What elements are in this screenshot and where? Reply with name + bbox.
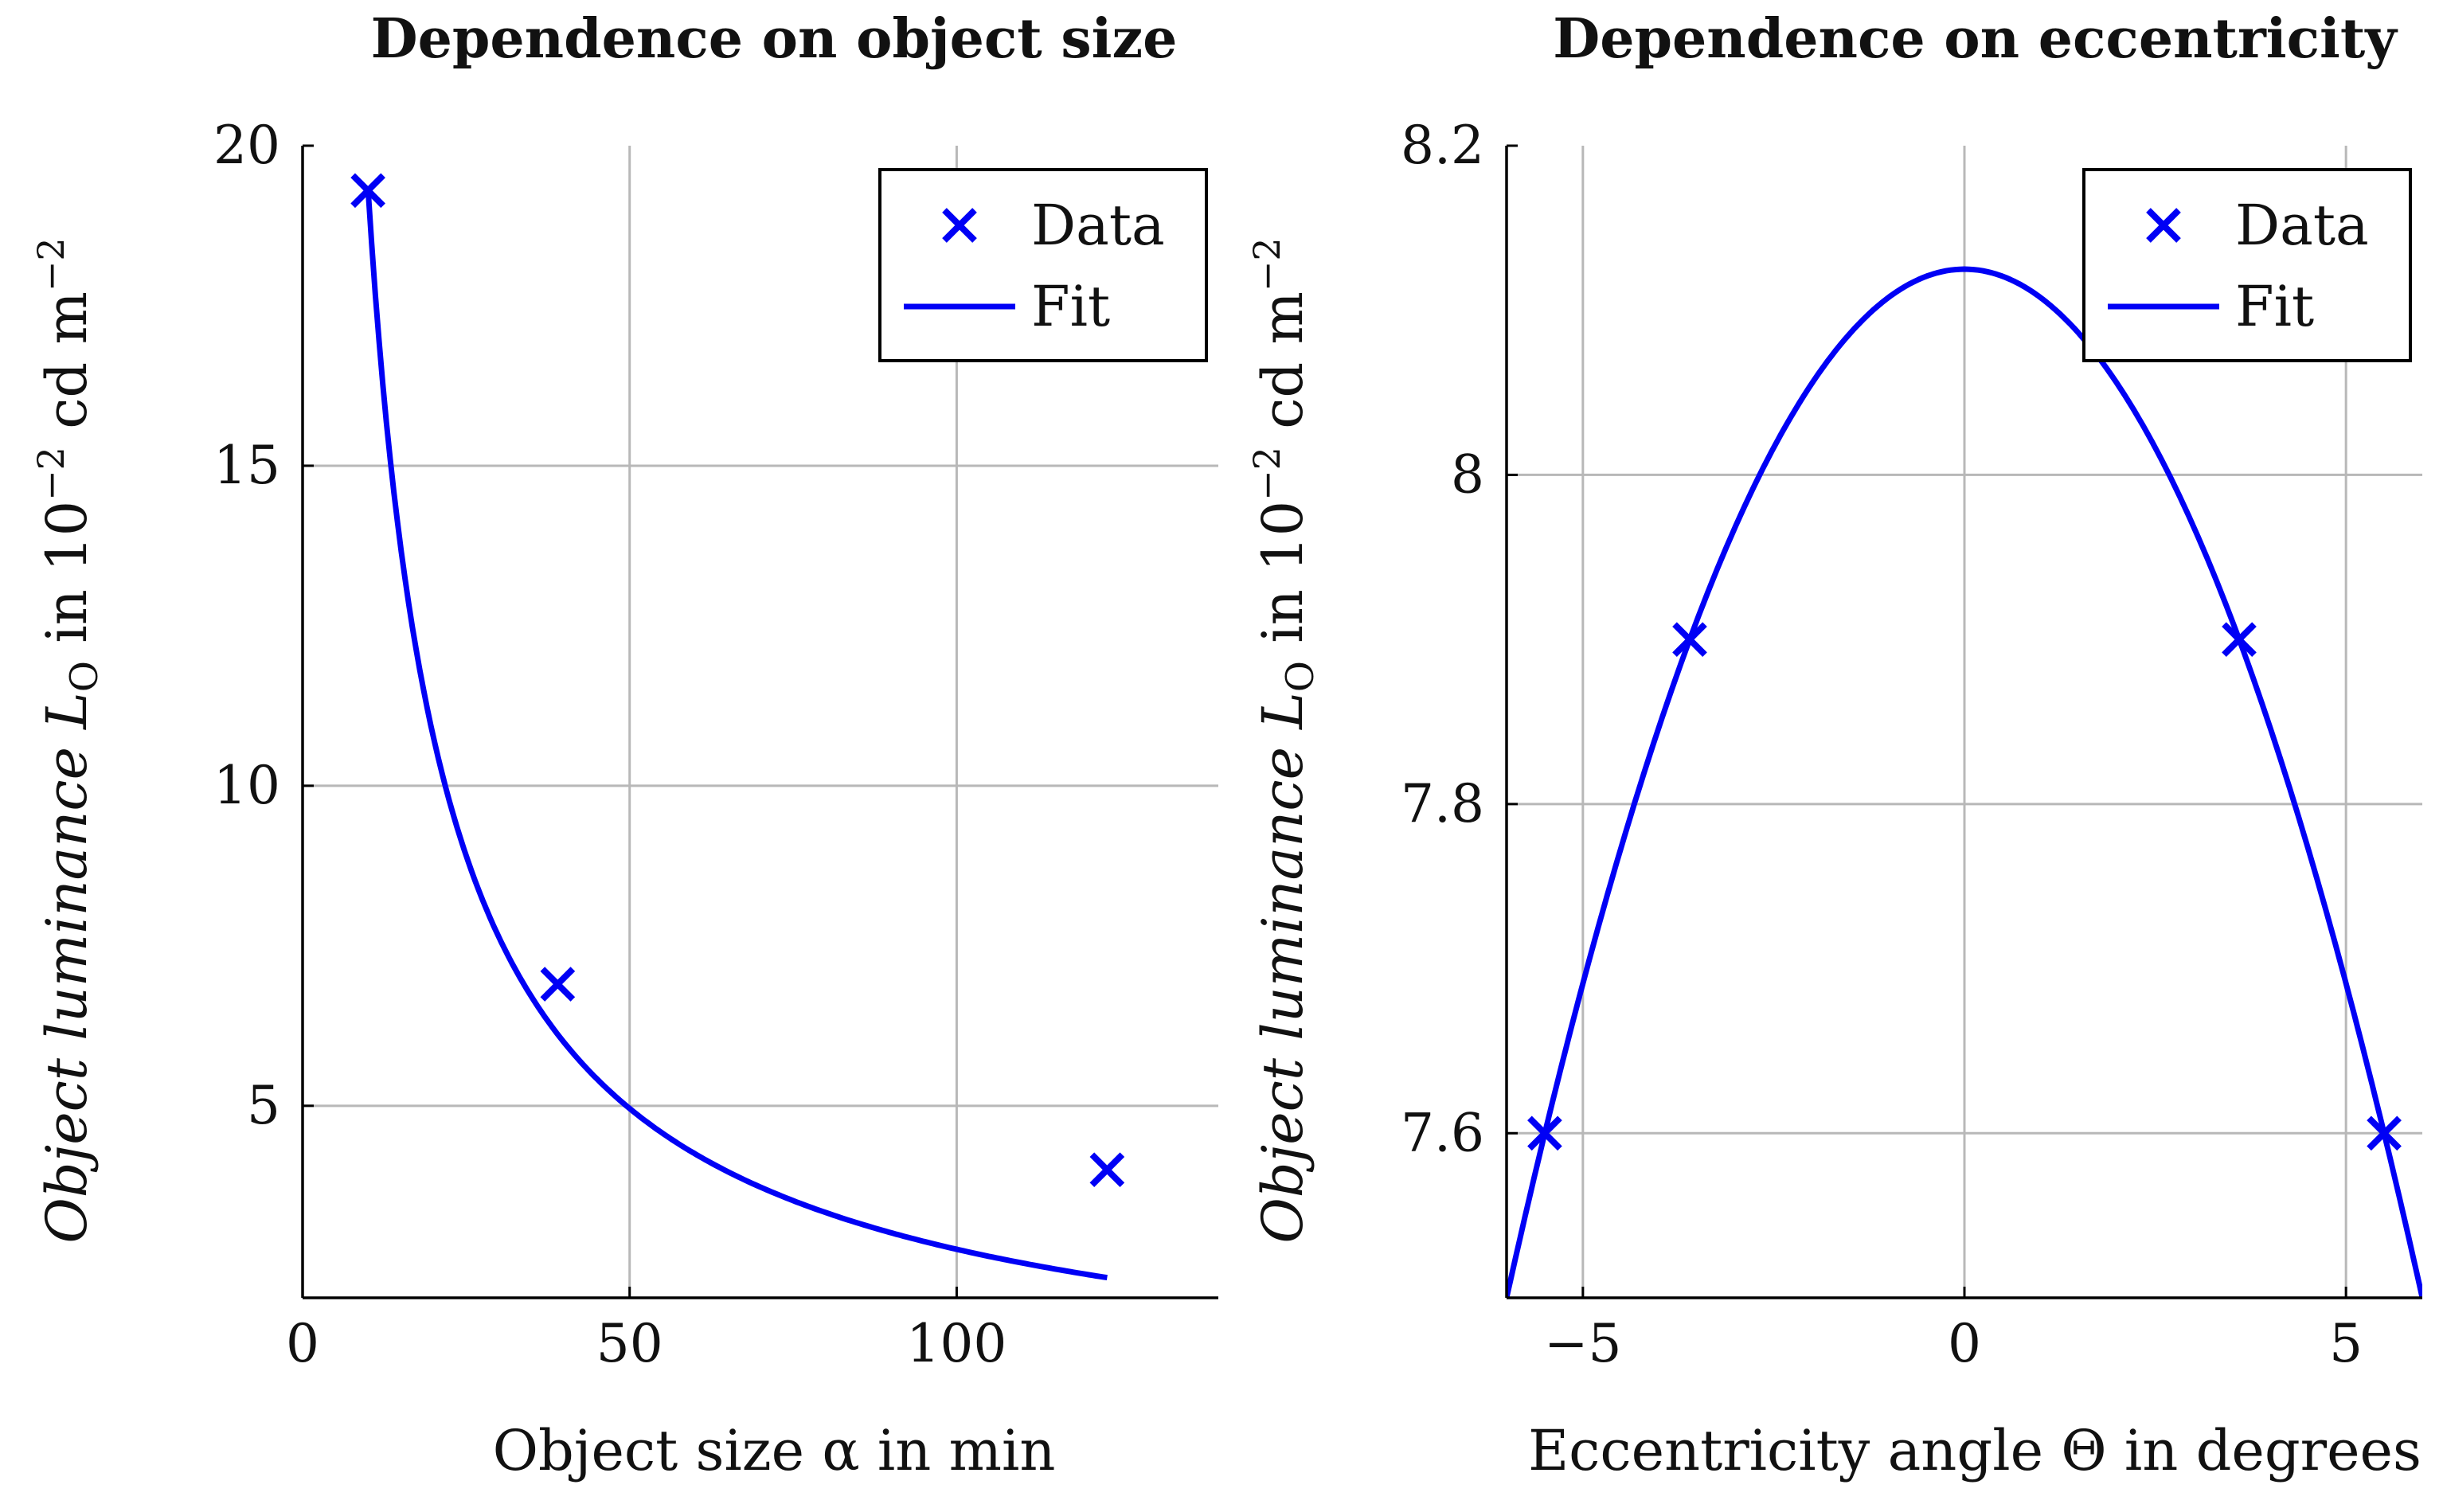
data-point: [1089, 1152, 1125, 1188]
legend: Data Fit: [878, 168, 1208, 362]
y-tick-label: 7.6: [1401, 1102, 1484, 1163]
legend-label-fit: Fit: [2235, 274, 2314, 339]
axes: [301, 144, 1218, 1299]
data-point: [2367, 1115, 2402, 1151]
x-axis-label: Object size α in min: [493, 1418, 1056, 1483]
x-tick-label: 100: [906, 1313, 1007, 1374]
fit-line: [1507, 266, 2422, 1298]
y-axis-label: Object luminance LO in 10−2 cd m−2: [1245, 237, 1323, 1243]
y-tick-label: 20: [213, 115, 280, 176]
legend-box: [878, 168, 1208, 362]
y-tick-label: 15: [213, 435, 280, 496]
legend-label-data: Data: [2235, 193, 2369, 258]
x-tick-label: 0: [1948, 1313, 1981, 1374]
y-tick-label: 7.8: [1401, 773, 1484, 834]
x-tick-label: 5: [2329, 1313, 2363, 1374]
chart-eccentricity: Dependence on eccentricity −5 0 5 7.6 7.8 8 8.…: [1245, 7, 2422, 1483]
x-tick-label: −5: [1544, 1313, 1621, 1374]
legend-box: [2082, 168, 2412, 362]
y-tick-label: 10: [213, 755, 280, 816]
data-point: [2222, 622, 2257, 657]
y-tick-label: 8.2: [1401, 115, 1484, 176]
y-tick-label: 5: [247, 1075, 280, 1136]
fit-line: [365, 187, 1108, 1281]
x-tick-label: 50: [596, 1313, 663, 1374]
axes: [1505, 144, 2422, 1299]
y-tick-label: 8: [1451, 443, 1484, 505]
data-point: [1527, 1115, 1562, 1151]
x-axis-label: Eccentricity angle Θ in degrees: [1528, 1418, 2422, 1483]
legend-data-marker: [942, 208, 977, 243]
data-point: [1672, 622, 1707, 657]
tick-labels: 0 50 100 5 10 15 20: [213, 115, 1007, 1374]
tick-labels: −5 0 5 7.6 7.8 8 8.2: [1401, 115, 2363, 1374]
legend-data-marker: [2146, 208, 2181, 243]
series-group: [1507, 266, 2422, 1298]
y-axis-label: Object luminance LO in 10−2 cd m−2: [29, 237, 107, 1243]
legend-label-data: Data: [1031, 193, 1165, 258]
legend-label-fit: Fit: [1031, 274, 1110, 339]
chart-object-size: Dependence on object size 0 50 1005101520 …: [29, 7, 1218, 1483]
data-point: [350, 173, 385, 209]
chart-title: Dependence on eccentricity: [1553, 7, 2398, 71]
grid: [1507, 146, 2422, 1298]
legend: Data Fit: [2082, 168, 2412, 362]
data-point: [540, 967, 576, 1002]
series-group: [350, 173, 1125, 1281]
x-tick-label: 0: [286, 1313, 319, 1374]
chart-title: Dependence on object size: [371, 7, 1178, 71]
